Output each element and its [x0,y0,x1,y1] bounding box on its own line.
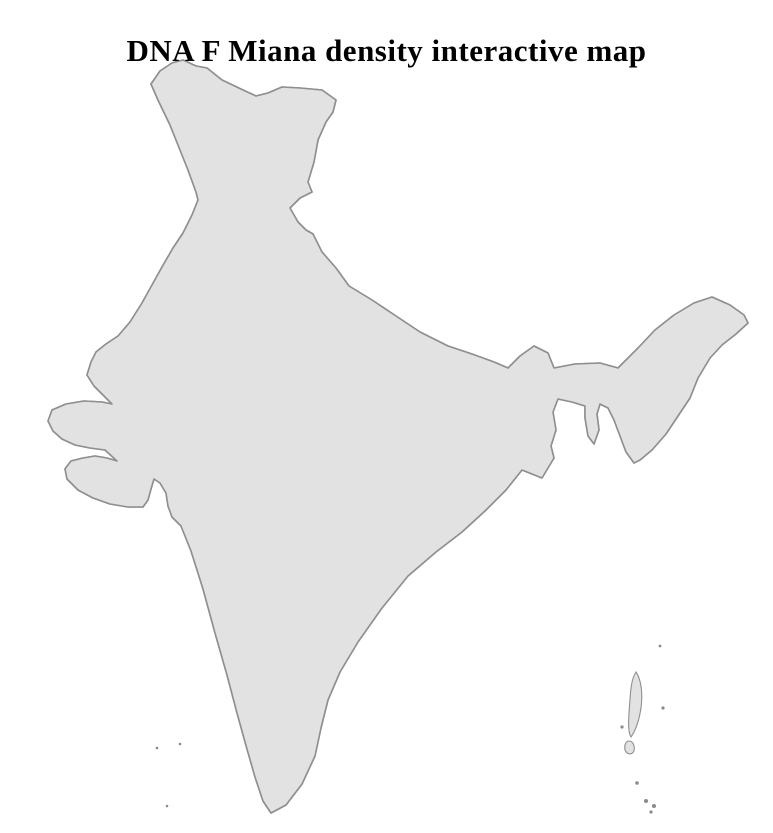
national-outline [47,59,749,814]
andaman-islands [620,644,665,814]
page-title: DNA F Miana density interactive map [126,32,647,68]
lakshadweep-islands [155,742,182,808]
